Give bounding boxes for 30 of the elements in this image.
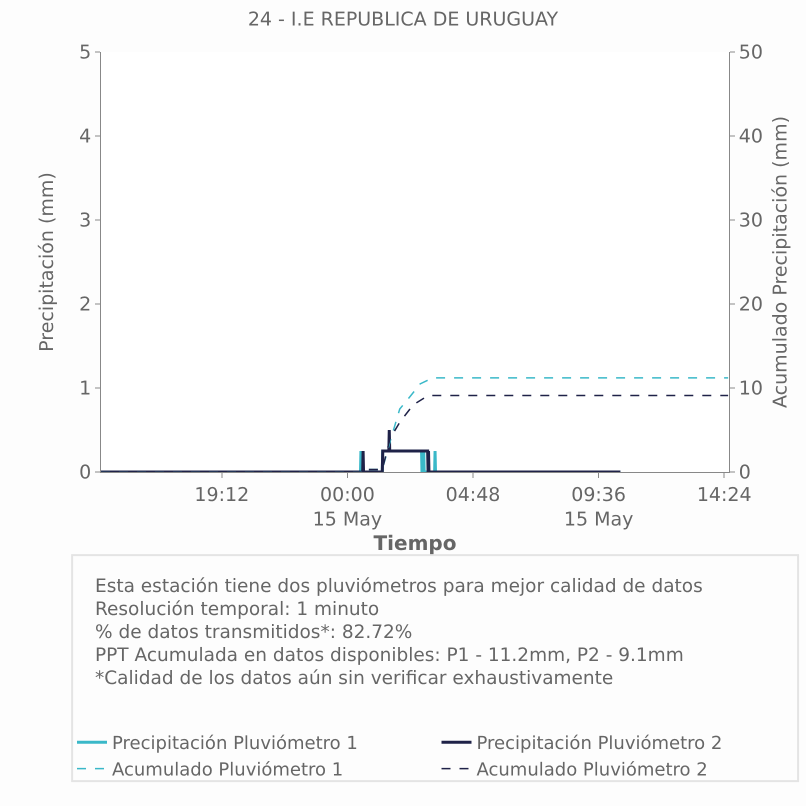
- text: *Calidad de los datos aún sin verificar exhaustivamente: [95, 668, 614, 689]
- text: Esta estación tiene dos pluviómetros para mejor calidad de datos: [95, 576, 703, 597]
- text: % de datos transmitidos*: 82.72%: [95, 622, 412, 643]
- y-tick-label: 1: [79, 378, 92, 400]
- text: PPT Acumulada en datos disponibles: P1 - 11.2mm, P2 - 9.1mm: [95, 645, 684, 666]
- x-tick-label: 04:48: [446, 484, 500, 506]
- x-tick-label: 00:00 15 May: [312, 484, 382, 530]
- y-tick-label: 2: [79, 294, 92, 316]
- y2-tick-label: 50: [738, 42, 763, 64]
- x-axis-title: Tiempo: [374, 531, 456, 555]
- y-tick-label: 4: [79, 126, 92, 148]
- y2-tick-label: 10: [738, 378, 763, 400]
- legend-label: Precipitación Pluviómetro 2: [476, 733, 722, 754]
- y-axis-title: Precipitación (mm): [36, 172, 58, 352]
- legend-label: Precipitación Pluviómetro 1: [112, 733, 358, 754]
- y2-tick-label: 0: [738, 462, 751, 484]
- y2-axis-title: Acumulado Precipitación (mm): [770, 116, 792, 408]
- x-tick-label: 09:36 15 May: [564, 484, 634, 530]
- chart-title: 24 - I.E REPUBLICA DE URUGUAY: [248, 8, 559, 30]
- y-tick-label: 0: [79, 462, 92, 484]
- y2-tick-label: 40: [738, 126, 763, 148]
- x-tick-label: 14:24: [696, 484, 752, 506]
- y-tick-label: 5: [79, 42, 92, 64]
- legend-label: Acumulado Pluviómetro 2: [476, 760, 708, 781]
- y2-tick-label: 30: [738, 210, 763, 232]
- y2-tick-label: 20: [738, 294, 763, 316]
- x-tick-label: 19:12: [194, 484, 250, 506]
- legend-label: Acumulado Pluviómetro 1: [112, 760, 344, 781]
- y-tick-label: 3: [79, 210, 92, 232]
- text: Resolución temporal: 1 minuto: [95, 599, 380, 620]
